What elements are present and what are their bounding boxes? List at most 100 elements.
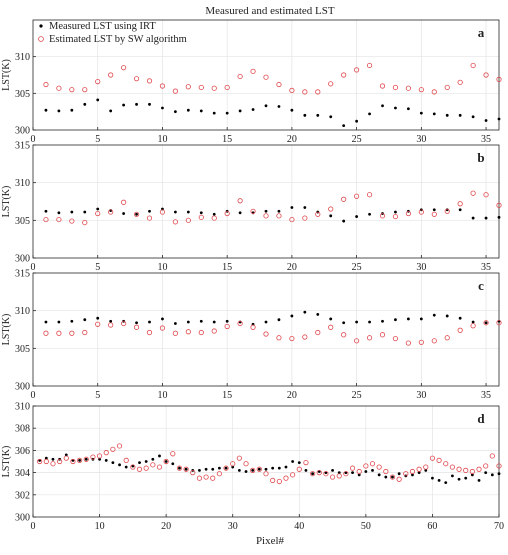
data-point-estimated bbox=[190, 469, 196, 476]
data-point-measured bbox=[303, 113, 307, 117]
data-point-estimated bbox=[329, 474, 336, 480]
legend-marker-measured bbox=[39, 24, 43, 28]
legend: Measured LST using IRT Estimated LST by S… bbox=[38, 21, 187, 45]
data-point-estimated bbox=[121, 320, 127, 327]
x-tick-label: 25 bbox=[352, 262, 362, 273]
data-point-estimated bbox=[69, 87, 75, 93]
data-point-estimated bbox=[236, 455, 242, 461]
x-tick-label: 30 bbox=[416, 390, 426, 401]
data-point-measured bbox=[394, 210, 397, 214]
data-point-estimated bbox=[405, 85, 411, 91]
data-point-measured bbox=[303, 310, 307, 314]
data-point-estimated bbox=[302, 334, 308, 340]
data-point-estimated bbox=[276, 478, 282, 485]
data-point-measured bbox=[316, 313, 320, 316]
data-point-estimated bbox=[431, 338, 437, 344]
data-point-estimated bbox=[143, 465, 149, 471]
data-point-estimated bbox=[476, 466, 482, 472]
data-point-estimated bbox=[250, 467, 256, 473]
x-tick-label: 35 bbox=[481, 390, 491, 401]
data-point-estimated bbox=[196, 475, 203, 481]
data-point-measured bbox=[212, 320, 216, 324]
data-point-measured bbox=[138, 461, 141, 465]
data-point-estimated bbox=[123, 457, 129, 463]
data-point-estimated bbox=[216, 471, 222, 477]
data-point-measured bbox=[342, 124, 346, 127]
data-point-estimated bbox=[379, 332, 386, 338]
data-point-measured bbox=[458, 208, 462, 212]
data-point-measured bbox=[57, 109, 61, 113]
data-point-estimated bbox=[198, 84, 204, 91]
data-point-measured bbox=[329, 214, 333, 218]
data-point-measured bbox=[419, 317, 423, 321]
data-point-measured bbox=[184, 467, 188, 471]
data-point-estimated bbox=[82, 219, 88, 226]
data-point-estimated bbox=[63, 455, 69, 461]
data-point-measured bbox=[144, 460, 148, 463]
data-point-estimated bbox=[470, 62, 476, 69]
data-point-estimated bbox=[136, 466, 143, 472]
data-point-measured bbox=[199, 211, 203, 215]
data-point-measured bbox=[148, 320, 151, 324]
data-point-estimated bbox=[237, 73, 243, 80]
data-point-estimated bbox=[263, 74, 269, 80]
data-point-measured bbox=[122, 212, 126, 215]
data-point-estimated bbox=[309, 471, 316, 477]
data-point-estimated bbox=[82, 329, 88, 336]
data-point-measured bbox=[458, 113, 462, 117]
y-axis-label: LST(K) bbox=[1, 446, 12, 478]
data-point-measured bbox=[432, 112, 436, 116]
data-point-estimated bbox=[470, 323, 476, 329]
data-point-measured bbox=[44, 108, 48, 112]
data-point-measured bbox=[70, 319, 74, 323]
data-point-measured bbox=[96, 207, 100, 211]
series-estimated bbox=[43, 190, 502, 226]
data-point-estimated bbox=[256, 466, 262, 472]
data-point-measured bbox=[238, 109, 242, 113]
data-point-estimated bbox=[483, 72, 489, 78]
data-point-measured bbox=[277, 318, 281, 322]
data-point-measured bbox=[397, 472, 401, 476]
data-point-measured bbox=[186, 108, 190, 112]
data-point-estimated bbox=[389, 474, 396, 480]
data-point-estimated bbox=[90, 454, 96, 460]
y-tick-label: 315 bbox=[15, 141, 30, 152]
data-point-measured bbox=[161, 317, 164, 321]
data-point-estimated bbox=[82, 87, 88, 93]
y-tick-label: 306 bbox=[15, 446, 30, 457]
x-tick-label: 35 bbox=[481, 262, 491, 273]
data-point-measured bbox=[290, 108, 294, 112]
data-point-estimated bbox=[43, 216, 49, 223]
x-tick-label: 20 bbox=[287, 390, 297, 401]
series-measured bbox=[38, 453, 501, 484]
x-tick-label: 70 bbox=[494, 521, 504, 532]
data-point-estimated bbox=[237, 198, 243, 204]
data-point-estimated bbox=[146, 215, 153, 221]
panel-b: 0 5 10 15 20 25 30 35 300 305 310 315 LST(K) b bbox=[1, 141, 502, 273]
data-point-estimated bbox=[469, 468, 475, 475]
data-point-measured bbox=[424, 468, 428, 472]
data-point-measured bbox=[164, 460, 168, 463]
data-point-measured bbox=[171, 462, 175, 466]
data-point-estimated bbox=[108, 209, 114, 215]
data-point-measured bbox=[377, 473, 381, 477]
data-point-estimated bbox=[328, 206, 334, 212]
data-point-measured bbox=[186, 210, 190, 214]
data-point-measured bbox=[355, 320, 359, 324]
data-point-estimated bbox=[172, 330, 178, 336]
data-point-estimated bbox=[457, 201, 463, 207]
data-point-measured bbox=[437, 478, 441, 482]
data-point-measured bbox=[484, 216, 488, 220]
data-point-measured bbox=[419, 111, 423, 115]
data-point-measured bbox=[371, 468, 374, 472]
data-point-estimated bbox=[250, 324, 256, 330]
data-point-measured bbox=[148, 209, 151, 213]
data-point-estimated bbox=[185, 84, 191, 90]
data-point-estimated bbox=[283, 475, 289, 481]
data-point-estimated bbox=[315, 211, 321, 217]
data-point-estimated bbox=[224, 323, 230, 330]
data-point-estimated bbox=[270, 477, 276, 483]
y-tick-label: 310 bbox=[15, 52, 30, 63]
